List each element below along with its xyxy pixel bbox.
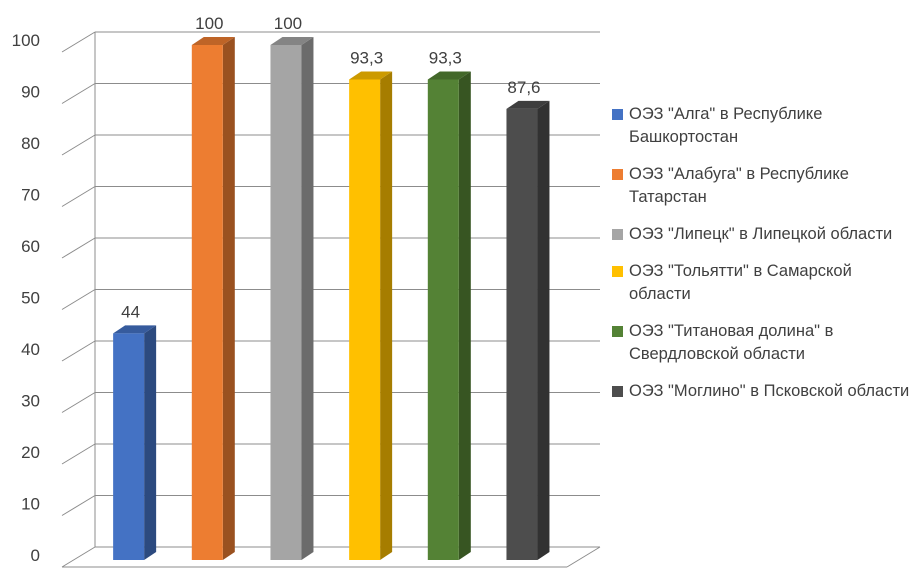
bar-front bbox=[506, 108, 538, 561]
legend-swatch bbox=[612, 109, 623, 120]
bar: 87,6 bbox=[506, 78, 550, 561]
legend-item: ОЭЗ "Титановая долина" в Свердловской об… bbox=[612, 320, 912, 366]
bar-front bbox=[427, 79, 459, 560]
bar-front bbox=[113, 333, 145, 560]
legend-swatch bbox=[612, 386, 623, 397]
gridline-depth bbox=[61, 443, 96, 465]
gridline-depth bbox=[61, 340, 96, 362]
bar-top bbox=[191, 37, 235, 45]
bar-front bbox=[191, 45, 223, 560]
y-tick-label: 100 bbox=[12, 31, 40, 50]
legend-item: ОЭЗ "Липецк" в Липецкой области bbox=[612, 223, 912, 246]
bar: 93,3 bbox=[427, 49, 471, 560]
legend-label: ОЭЗ "Титановая долина" в Свердловской об… bbox=[629, 322, 834, 363]
legend: ОЭЗ "Алга" в Республике Башкортостан ОЭЗ … bbox=[612, 103, 912, 417]
gridline-depth bbox=[61, 237, 96, 259]
data-label: 100 bbox=[195, 14, 223, 33]
bar: 100 bbox=[270, 14, 314, 560]
legend-label: ОЭЗ "Алга" в Республике Башкортостан bbox=[629, 105, 823, 146]
data-label: 93,3 bbox=[429, 49, 462, 68]
gridline-depth bbox=[61, 495, 96, 516]
y-tick-label: 0 bbox=[31, 546, 40, 565]
data-label: 44 bbox=[121, 302, 140, 321]
y-tick-label: 80 bbox=[21, 134, 40, 153]
legend-item: ОЭЗ "Алабуга" в Республике Татарстан bbox=[612, 163, 912, 209]
data-label: 93,3 bbox=[350, 49, 383, 68]
y-tick-label: 70 bbox=[21, 186, 40, 205]
legend-swatch bbox=[612, 169, 623, 180]
bar-top bbox=[270, 37, 314, 45]
y-tick-label: 60 bbox=[21, 237, 40, 256]
legend-swatch bbox=[612, 229, 623, 240]
bar-side bbox=[222, 37, 235, 560]
bar-top bbox=[506, 100, 550, 109]
bar-side bbox=[537, 100, 550, 561]
legend-label: ОЭЗ "Тольятти" в Самарской области bbox=[629, 262, 852, 303]
legend-label: ОЭЗ "Моглино" в Псковской области bbox=[629, 382, 910, 400]
gridline-depth bbox=[61, 83, 96, 104]
y-tick-label: 20 bbox=[21, 443, 40, 462]
bar: 44 bbox=[113, 302, 157, 560]
gridline-depth bbox=[61, 186, 96, 207]
legend-swatch bbox=[612, 326, 623, 337]
data-label: 87,6 bbox=[507, 78, 540, 97]
data-label: 100 bbox=[274, 14, 302, 33]
y-tick-label: 40 bbox=[21, 340, 40, 359]
bars: 44 100 100 93,3 93,3 87,6 bbox=[113, 14, 550, 561]
y-tick-label: 30 bbox=[21, 392, 40, 411]
bar-side bbox=[301, 37, 314, 560]
legend-label: ОЭЗ "Алабуга" в Республике Татарстан bbox=[629, 165, 849, 206]
legend-item: ОЭЗ "Тольятти" в Самарской области bbox=[612, 260, 912, 306]
y-tick-label: 10 bbox=[21, 495, 40, 514]
y-axis-ticks: 0 10 20 30 40 50 60 70 80 90 100 bbox=[12, 31, 40, 565]
y-tick-label: 50 bbox=[21, 289, 40, 308]
gridline-depth bbox=[61, 289, 96, 310]
legend-item: ОЭЗ "Моглино" в Псковской области bbox=[612, 380, 912, 403]
bar: 93,3 bbox=[349, 49, 393, 560]
legend-label: ОЭЗ "Липецк" в Липецкой области bbox=[629, 225, 893, 243]
gridline-depth bbox=[61, 546, 96, 568]
bar-side bbox=[458, 71, 471, 560]
bar-top bbox=[349, 71, 393, 80]
bar-front bbox=[349, 79, 381, 560]
gridline-depth bbox=[61, 31, 96, 53]
bar-top bbox=[427, 71, 471, 80]
gridline-depth bbox=[61, 134, 96, 156]
floor-right-edge bbox=[566, 546, 601, 568]
gridline-depth bbox=[61, 392, 96, 413]
bar-top bbox=[113, 325, 157, 334]
bar-side bbox=[380, 71, 393, 560]
legend-item: ОЭЗ "Алга" в Республике Башкортостан bbox=[612, 103, 912, 149]
legend-swatch bbox=[612, 266, 623, 277]
bar-side bbox=[144, 325, 157, 560]
bar-front bbox=[270, 45, 302, 560]
y-tick-label: 90 bbox=[21, 83, 40, 102]
bar: 100 bbox=[191, 14, 235, 560]
